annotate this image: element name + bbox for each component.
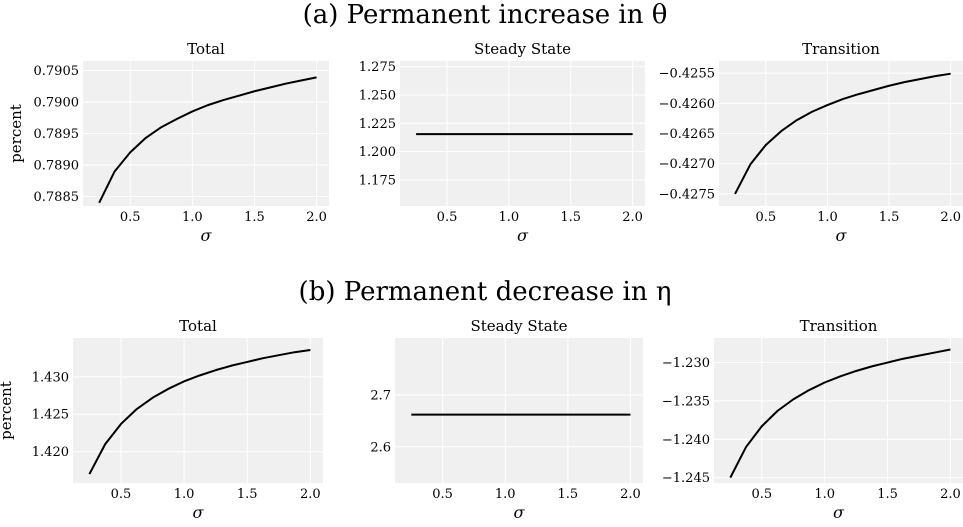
x-tick-label: 0.5 xyxy=(751,487,772,502)
x-axis-label: σ xyxy=(833,503,845,522)
x-tick-label: 1.5 xyxy=(879,210,900,225)
y-tick-label: 2.6 xyxy=(370,440,391,455)
x-tick-label: 1.0 xyxy=(817,210,838,225)
y-tick-label: −0.4265 xyxy=(659,127,715,142)
group-title-b: (b) Permanent decrease in η xyxy=(299,277,672,307)
x-tick-label: 0.5 xyxy=(120,210,141,225)
plot-area xyxy=(714,338,963,483)
y-tick-label: −1.240 xyxy=(662,433,710,448)
panel-title: Total xyxy=(187,40,225,58)
x-tick-label: 2.0 xyxy=(620,487,641,502)
y-tick-label: 1.425 xyxy=(32,408,69,423)
x-tick-label: 2.0 xyxy=(300,487,321,502)
y-tick-label: −0.4255 xyxy=(659,67,715,82)
panel-title: Transition xyxy=(802,40,880,58)
y-tick-label: −0.4270 xyxy=(659,157,715,172)
x-tick-label: 1.0 xyxy=(174,487,195,502)
x-tick-label: 1.5 xyxy=(560,210,581,225)
y-axis-label: percent xyxy=(0,381,15,440)
panels: 0.5 1.0 1.5 2.0 0.7885 0.7890 0.7895 0.7900 0.79… xyxy=(0,40,963,522)
y-tick-label: 1.430 xyxy=(32,370,69,385)
x-tick-label: 0.5 xyxy=(437,210,458,225)
chart-panel-5: 0.5 1.0 1.5 2.0 2.6 2.7 Steady State σ xyxy=(370,317,643,522)
plot-area xyxy=(73,338,323,483)
x-tick-label: 0.5 xyxy=(755,210,776,225)
x-tick-label: 1.5 xyxy=(237,487,258,502)
x-tick-label: 1.0 xyxy=(814,487,835,502)
y-axis-label: percent xyxy=(7,104,25,163)
y-tick-label: 2.7 xyxy=(370,388,391,403)
y-tick-label: −1.235 xyxy=(662,394,710,409)
x-tick-label: 2.0 xyxy=(940,487,961,502)
series-line xyxy=(729,348,951,479)
y-tick-label: −0.4275 xyxy=(659,187,715,202)
chart-panel-4: 0.5 1.0 1.5 2.0 1.420 1.425 1.430 Total σ percent xyxy=(0,317,323,522)
x-axis-label: σ xyxy=(836,226,848,245)
y-tick-label: 1.200 xyxy=(359,145,396,160)
y-tick-label: 0.7895 xyxy=(34,127,80,142)
y-tick-label: 1.420 xyxy=(32,445,69,460)
chart-panel-2: 0.5 1.0 1.5 2.0 1.175 1.200 1.225 1.250 1.275 Ste… xyxy=(359,40,645,245)
x-tick-label: 2.0 xyxy=(622,210,643,225)
y-tick-label: 1.175 xyxy=(359,173,396,188)
plot-area xyxy=(395,338,643,483)
x-tick-label: 0.5 xyxy=(432,487,453,502)
y-tick-label: −1.230 xyxy=(662,356,710,371)
x-tick-label: 1.5 xyxy=(877,487,898,502)
x-axis-label: σ xyxy=(517,226,529,245)
panel-title: Transition xyxy=(800,317,878,335)
y-tick-label: 1.275 xyxy=(359,60,396,75)
y-tick-label: 1.225 xyxy=(359,117,396,132)
x-tick-label: 1.5 xyxy=(244,210,265,225)
x-tick-label: 2.0 xyxy=(940,210,961,225)
chart-panel-3: 0.5 1.0 1.5 2.0 −0.4275 −0.4270 −0.4265 −0.4260… xyxy=(659,40,963,245)
x-tick-label: 2.0 xyxy=(306,210,327,225)
y-tick-label: −0.4260 xyxy=(659,97,715,112)
chart-panel-1: 0.5 1.0 1.5 2.0 0.7885 0.7890 0.7895 0.7900 0.79… xyxy=(7,40,329,245)
y-tick-label: 0.7900 xyxy=(34,95,80,110)
x-tick-label: 1.0 xyxy=(499,210,520,225)
y-tick-label: 0.7885 xyxy=(34,190,80,205)
x-axis-label: σ xyxy=(193,503,205,522)
group-title-a: (a) Permanent increase in θ xyxy=(303,0,668,30)
y-tick-label: 0.7905 xyxy=(34,64,80,79)
x-tick-label: 1.0 xyxy=(495,487,516,502)
series-line xyxy=(734,72,951,195)
x-axis-label: σ xyxy=(201,226,213,245)
y-tick-label: 0.7890 xyxy=(34,159,80,174)
y-tick-label: 1.250 xyxy=(359,88,396,103)
x-tick-label: 1.0 xyxy=(182,210,203,225)
panel-title: Total xyxy=(179,317,217,335)
y-tick-label: −1.245 xyxy=(662,471,710,486)
series-line xyxy=(98,76,317,204)
x-axis-label: σ xyxy=(514,503,526,522)
chart-panel-6: 0.5 1.0 1.5 2.0 −1.245 −1.240 −1.235 −1.230 Tran… xyxy=(662,317,963,522)
panel-title: Steady State xyxy=(470,317,567,335)
series-line xyxy=(88,348,311,475)
panel-title: Steady State xyxy=(474,40,571,58)
x-tick-label: 1.5 xyxy=(558,487,579,502)
x-tick-label: 0.5 xyxy=(111,487,132,502)
